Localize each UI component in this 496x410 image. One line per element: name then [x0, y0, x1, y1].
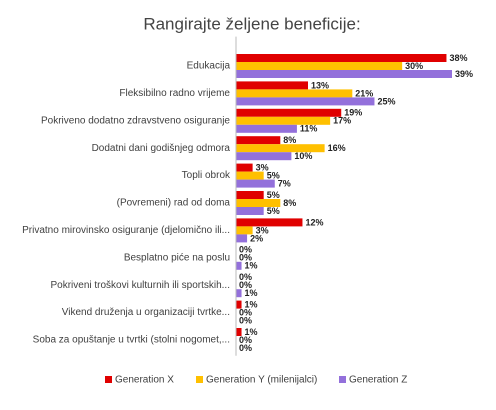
- value-label: 0%: [239, 343, 252, 353]
- value-label: 13%: [311, 80, 329, 90]
- value-label: 1%: [245, 327, 258, 337]
- bar: [236, 97, 375, 106]
- category-label: Dodatni dani godišnjeg odmora: [92, 143, 231, 154]
- value-label: 17%: [333, 116, 351, 126]
- value-label: 30%: [405, 61, 423, 71]
- value-label: 0%: [239, 315, 252, 325]
- legend-label: Generation X: [115, 375, 174, 386]
- category-label: Besplatno piće na poslu: [124, 252, 230, 263]
- value-label: 2%: [250, 233, 263, 243]
- category-label: Pokriveni troškovi kulturnih ili sportsk…: [50, 280, 230, 291]
- bar: [236, 163, 253, 172]
- legend-swatch: [339, 376, 346, 383]
- value-label: 0%: [239, 253, 252, 263]
- bar: [236, 300, 242, 309]
- bar: [236, 81, 308, 90]
- bar: [236, 136, 281, 145]
- value-label: 1%: [245, 299, 258, 309]
- bar: [236, 62, 403, 70]
- value-label: 5%: [267, 190, 280, 200]
- category-label: Edukacija: [187, 61, 231, 72]
- value-label: 5%: [267, 206, 280, 216]
- value-label: 19%: [344, 108, 362, 118]
- value-label: 8%: [283, 198, 296, 208]
- bar: [236, 171, 264, 180]
- value-label: 21%: [355, 88, 373, 98]
- bar: [236, 226, 253, 235]
- bar: [236, 191, 264, 199]
- bar: [236, 144, 325, 153]
- value-label: 0%: [239, 280, 252, 290]
- value-label: 0%: [239, 307, 252, 317]
- bar: [236, 234, 248, 243]
- bar: [236, 89, 353, 98]
- bar: [236, 199, 281, 207]
- category-label: Pokriveno dodatno zdravstveno osiguranje: [41, 115, 230, 126]
- category-label: (Povremeni) rad od doma: [117, 198, 231, 209]
- bar: [236, 328, 242, 336]
- bar: [236, 207, 264, 215]
- value-label: 0%: [239, 335, 252, 345]
- value-label: 1%: [245, 288, 258, 298]
- value-label: 1%: [245, 261, 258, 271]
- value-label: 16%: [328, 143, 346, 153]
- value-label: 10%: [294, 151, 312, 161]
- value-label: 3%: [256, 225, 269, 235]
- value-label: 5%: [267, 170, 280, 180]
- bar: [236, 54, 447, 62]
- bar: [236, 124, 297, 133]
- bar: [236, 261, 242, 270]
- bar: [236, 116, 331, 125]
- value-label: 25%: [377, 96, 395, 106]
- category-label: Topli obrok: [182, 170, 231, 181]
- bar: [236, 179, 275, 188]
- legend-swatch: [105, 376, 112, 383]
- category-label: Soba za opuštanje u tvrtki (stolni nogom…: [33, 335, 230, 346]
- category-label: Privatno mirovinsko osiguranje (djelomič…: [22, 225, 230, 236]
- value-label: 7%: [278, 178, 291, 188]
- legend-label: Generation Z: [349, 375, 407, 386]
- value-label: 0%: [239, 272, 252, 282]
- legend-swatch: [196, 376, 203, 383]
- category-label: Vikend druženja u organizaciji tvrtke...: [62, 307, 230, 318]
- value-label: 11%: [300, 124, 318, 134]
- value-label: 12%: [305, 217, 323, 227]
- chart-title: Rangirajte željene beneficije:: [143, 14, 360, 33]
- value-label: 38%: [449, 53, 467, 63]
- bar: [236, 108, 342, 117]
- bar: [236, 70, 452, 78]
- bar: [236, 152, 292, 161]
- value-label: 39%: [455, 69, 473, 79]
- legend-label: Generation Y (milenijalci): [206, 375, 317, 386]
- bar: [236, 218, 303, 227]
- category-label: Fleksibilno radno vrijeme: [119, 88, 230, 99]
- value-label: 8%: [283, 135, 296, 145]
- bar: [236, 289, 242, 298]
- value-label: 0%: [239, 245, 252, 255]
- value-label: 3%: [256, 162, 269, 172]
